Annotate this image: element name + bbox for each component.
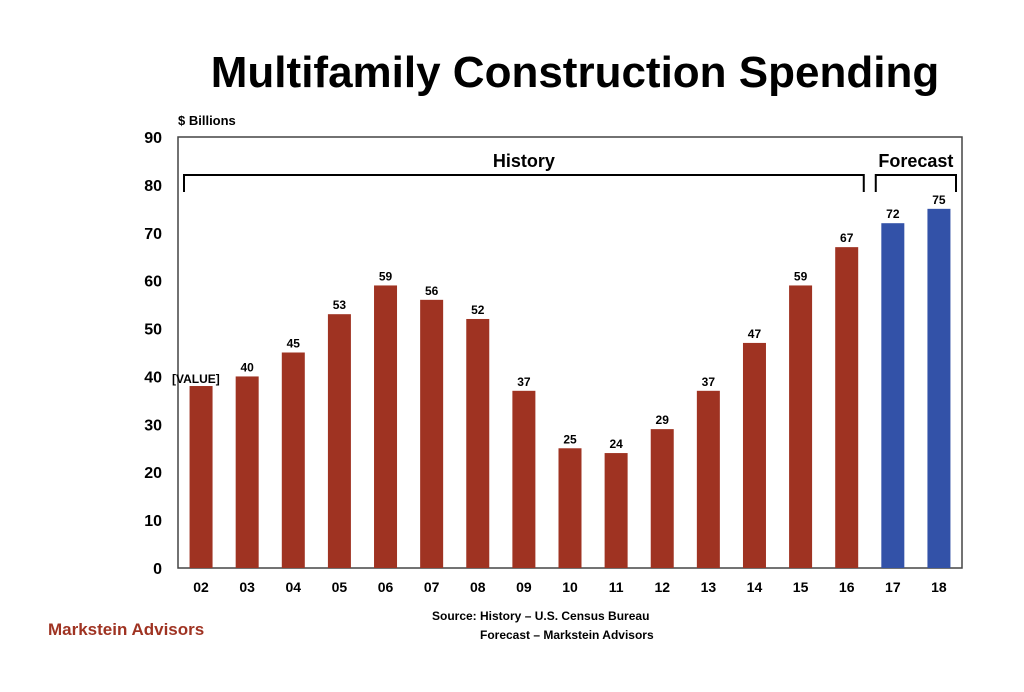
group-label-forecast: Forecast — [878, 151, 953, 171]
y-tick-label: 90 — [144, 130, 162, 147]
bar-12 — [650, 429, 674, 568]
value-label: 53 — [333, 298, 347, 312]
value-label: 45 — [287, 337, 301, 351]
bar-03 — [235, 376, 259, 568]
bar-05 — [327, 314, 351, 568]
group-label-history: History — [493, 151, 555, 171]
x-tick-label: 09 — [516, 579, 532, 595]
source-note: Source: History – U.S. Census Bureau For… — [432, 607, 654, 645]
value-label: [VALUE] — [172, 372, 220, 386]
x-tick-label: 07 — [424, 579, 440, 595]
bracket-forecast — [874, 174, 957, 192]
y-tick-label: 60 — [144, 274, 162, 291]
value-label: 25 — [563, 432, 577, 446]
chart-title: Multifamily Construction Spending — [210, 48, 940, 97]
bar-17 — [881, 223, 905, 568]
x-tick-label: 11 — [609, 579, 624, 595]
bar-10 — [558, 448, 582, 568]
bar-09 — [512, 390, 536, 568]
y-tick-label: 70 — [144, 226, 162, 243]
y-tick-label: 0 — [153, 561, 162, 578]
value-label: 56 — [425, 284, 439, 298]
bar-18 — [927, 208, 951, 569]
x-tick-label: 13 — [701, 579, 717, 595]
value-label: 59 — [379, 269, 393, 283]
x-tick-label: 03 — [239, 579, 255, 595]
bar-06 — [374, 285, 398, 568]
bar-15 — [789, 285, 813, 568]
bar-08 — [466, 318, 490, 568]
source-line-1: Source: History – U.S. Census Bureau — [432, 609, 650, 623]
y-tick-label: 50 — [144, 322, 162, 339]
y-tick-label: 40 — [144, 369, 162, 386]
y-tick-label: 20 — [144, 465, 162, 482]
x-tick-label: 08 — [470, 579, 486, 595]
y-tick-label: 80 — [144, 178, 162, 195]
value-label: 59 — [794, 269, 808, 283]
bar-16 — [835, 247, 859, 568]
bar-13 — [696, 390, 720, 568]
value-label: 37 — [517, 375, 531, 389]
x-tick-label: 10 — [562, 579, 578, 595]
value-label: 75 — [932, 193, 946, 207]
value-label: 67 — [840, 231, 854, 245]
brand-logo-text: Markstein Advisors — [48, 620, 205, 639]
bar-11 — [604, 453, 628, 568]
value-label: 37 — [702, 375, 716, 389]
x-tick-label: 17 — [885, 579, 901, 595]
x-tick-label: 15 — [793, 579, 809, 595]
x-tick-label: 05 — [332, 579, 348, 595]
value-label: 72 — [886, 207, 900, 221]
value-label: 29 — [656, 413, 670, 427]
x-tick-label: 12 — [654, 579, 670, 595]
value-label: 52 — [471, 303, 485, 317]
x-tick-label: 18 — [931, 579, 947, 595]
y-tick-label: 30 — [144, 417, 162, 434]
source-line-2: Forecast – Markstein Advisors — [480, 628, 654, 642]
x-tick-label: 04 — [286, 579, 302, 595]
value-label: 47 — [748, 327, 762, 341]
value-label: 40 — [240, 360, 254, 374]
x-tick-label: 02 — [193, 579, 209, 595]
y-tick-label: 10 — [144, 513, 162, 530]
bar-07 — [420, 299, 444, 568]
y-axis-label: $ Billions — [178, 113, 236, 128]
bar-04 — [281, 352, 305, 568]
x-tick-label: 14 — [747, 579, 763, 595]
bar-02 — [189, 386, 213, 568]
value-label: 24 — [609, 437, 623, 451]
x-tick-label: 16 — [839, 579, 855, 595]
x-tick-label: 06 — [378, 579, 394, 595]
bracket-history — [183, 174, 865, 192]
bar-14 — [742, 342, 766, 568]
